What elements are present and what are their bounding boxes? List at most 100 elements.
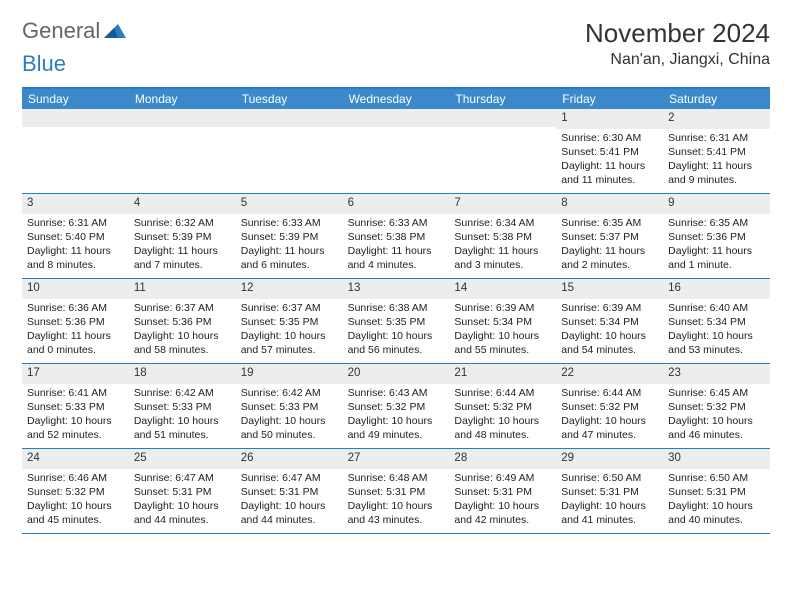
day-number: 17: [22, 364, 129, 384]
day-cell: 5Sunrise: 6:33 AMSunset: 5:39 PMDaylight…: [236, 194, 343, 278]
day-cell: 1Sunrise: 6:30 AMSunset: 5:41 PMDaylight…: [556, 109, 663, 193]
day-cell: 19Sunrise: 6:42 AMSunset: 5:33 PMDayligh…: [236, 364, 343, 448]
daylight-text: Daylight: 11 hours and 8 minutes.: [27, 244, 124, 272]
day-cell: 29Sunrise: 6:50 AMSunset: 5:31 PMDayligh…: [556, 449, 663, 533]
day-details: Sunrise: 6:50 AMSunset: 5:31 PMDaylight:…: [558, 471, 661, 528]
day-details: Sunrise: 6:44 AMSunset: 5:32 PMDaylight:…: [558, 386, 661, 443]
day-details: Sunrise: 6:42 AMSunset: 5:33 PMDaylight:…: [131, 386, 234, 443]
daylight-text: Daylight: 11 hours and 3 minutes.: [454, 244, 551, 272]
day-details: Sunrise: 6:31 AMSunset: 5:40 PMDaylight:…: [24, 216, 127, 273]
day-cell: 7 Sunrise: 6:34 AMSunset: 5:38 PMDaylight…: [449, 194, 556, 278]
logo-text-general: General: [22, 18, 100, 44]
sunset-text: Sunset: 5:41 PM: [668, 145, 765, 159]
sunrise-text: Sunrise: 6:37 AM: [241, 301, 338, 315]
day-details: Sunrise: 6:35 AMSunset: 5:36 PMDaylight:…: [665, 216, 768, 273]
day-cell: [236, 109, 343, 193]
empty-day: [236, 109, 343, 127]
day-details: Sunrise: 6:33 AMSunset: 5:38 PMDaylight:…: [345, 216, 448, 273]
day-number: 20: [343, 364, 450, 384]
sunset-text: Sunset: 5:37 PM: [561, 230, 658, 244]
day-number: 27: [343, 449, 450, 469]
day-cell: 28Sunrise: 6:49 AMSunset: 5:31 PMDayligh…: [449, 449, 556, 533]
month-title: November 2024: [585, 18, 770, 49]
day-cell: [343, 109, 450, 193]
day-cell: 3Sunrise: 6:31 AMSunset: 5:40 PMDaylight…: [22, 194, 129, 278]
day-cell: 22Sunrise: 6:44 AMSunset: 5:32 PMDayligh…: [556, 364, 663, 448]
day-number: 4: [129, 194, 236, 214]
day-number: 24: [22, 449, 129, 469]
sunrise-text: Sunrise: 6:45 AM: [668, 386, 765, 400]
sunrise-text: Sunrise: 6:47 AM: [134, 471, 231, 485]
empty-day: [343, 109, 450, 127]
daylight-text: Daylight: 10 hours and 42 minutes.: [454, 499, 551, 527]
day-cell: 23Sunrise: 6:45 AMSunset: 5:32 PMDayligh…: [663, 364, 770, 448]
empty-day: [22, 109, 129, 127]
daylight-text: Daylight: 10 hours and 44 minutes.: [241, 499, 338, 527]
day-cell: 27Sunrise: 6:48 AMSunset: 5:31 PMDayligh…: [343, 449, 450, 533]
sunrise-text: Sunrise: 6:42 AM: [241, 386, 338, 400]
sunset-text: Sunset: 5:38 PM: [454, 230, 551, 244]
day-cell: 16Sunrise: 6:40 AMSunset: 5:34 PMDayligh…: [663, 279, 770, 363]
sunset-text: Sunset: 5:31 PM: [561, 485, 658, 499]
day-details: Sunrise: 6:45 AMSunset: 5:32 PMDaylight:…: [665, 386, 768, 443]
day-number: 19: [236, 364, 343, 384]
daylight-text: Daylight: 10 hours and 40 minutes.: [668, 499, 765, 527]
day-number: 22: [556, 364, 663, 384]
daylight-text: Daylight: 10 hours and 56 minutes.: [348, 329, 445, 357]
weeks-container: 1Sunrise: 6:30 AMSunset: 5:41 PMDaylight…: [22, 109, 770, 534]
day-details: Sunrise: 6:30 AMSunset: 5:41 PMDaylight:…: [558, 131, 661, 188]
day-details: Sunrise: 6:42 AMSunset: 5:33 PMDaylight:…: [238, 386, 341, 443]
dow-wednesday: Wednesday: [343, 89, 450, 109]
sunrise-text: Sunrise: 6:44 AM: [454, 386, 551, 400]
day-number: 7: [449, 194, 556, 214]
day-number: 1: [556, 109, 663, 129]
dow-sunday: Sunday: [22, 89, 129, 109]
sunset-text: Sunset: 5:35 PM: [348, 315, 445, 329]
daylight-text: Daylight: 11 hours and 4 minutes.: [348, 244, 445, 272]
sunset-text: Sunset: 5:34 PM: [454, 315, 551, 329]
empty-day: [129, 109, 236, 127]
day-details: Sunrise: 6:44 AMSunset: 5:32 PMDaylight:…: [451, 386, 554, 443]
sunset-text: Sunset: 5:32 PM: [27, 485, 124, 499]
sunset-text: Sunset: 5:32 PM: [561, 400, 658, 414]
daylight-text: Daylight: 10 hours and 43 minutes.: [348, 499, 445, 527]
daylight-text: Daylight: 11 hours and 11 minutes.: [561, 159, 658, 187]
day-cell: 20Sunrise: 6:43 AMSunset: 5:32 PMDayligh…: [343, 364, 450, 448]
day-number: 28: [449, 449, 556, 469]
sunrise-text: Sunrise: 6:42 AM: [134, 386, 231, 400]
day-number: 25: [129, 449, 236, 469]
sunset-text: Sunset: 5:31 PM: [348, 485, 445, 499]
sunrise-text: Sunrise: 6:38 AM: [348, 301, 445, 315]
sunset-text: Sunset: 5:31 PM: [134, 485, 231, 499]
sunrise-text: Sunrise: 6:32 AM: [134, 216, 231, 230]
sunset-text: Sunset: 5:34 PM: [561, 315, 658, 329]
sunrise-text: Sunrise: 6:34 AM: [454, 216, 551, 230]
sunrise-text: Sunrise: 6:47 AM: [241, 471, 338, 485]
day-details: Sunrise: 6:37 AMSunset: 5:35 PMDaylight:…: [238, 301, 341, 358]
day-number: 30: [663, 449, 770, 469]
daylight-text: Daylight: 10 hours and 53 minutes.: [668, 329, 765, 357]
sunset-text: Sunset: 5:33 PM: [27, 400, 124, 414]
daylight-text: Daylight: 11 hours and 7 minutes.: [134, 244, 231, 272]
sunrise-text: Sunrise: 6:33 AM: [348, 216, 445, 230]
sunrise-text: Sunrise: 6:44 AM: [561, 386, 658, 400]
day-cell: 15Sunrise: 6:39 AMSunset: 5:34 PMDayligh…: [556, 279, 663, 363]
sunrise-text: Sunrise: 6:49 AM: [454, 471, 551, 485]
day-details: Sunrise: 6:43 AMSunset: 5:32 PMDaylight:…: [345, 386, 448, 443]
day-number: 18: [129, 364, 236, 384]
day-cell: 4Sunrise: 6:32 AMSunset: 5:39 PMDaylight…: [129, 194, 236, 278]
day-number: 10: [22, 279, 129, 299]
day-number: 9: [663, 194, 770, 214]
logo: General: [22, 18, 128, 44]
day-details: Sunrise: 6:47 AMSunset: 5:31 PMDaylight:…: [238, 471, 341, 528]
sunrise-text: Sunrise: 6:39 AM: [454, 301, 551, 315]
day-number: 14: [449, 279, 556, 299]
daylight-text: Daylight: 10 hours and 41 minutes.: [561, 499, 658, 527]
day-cell: [129, 109, 236, 193]
title-block: November 2024 Nan'an, Jiangxi, China: [585, 18, 770, 69]
dow-thursday: Thursday: [449, 89, 556, 109]
empty-day: [449, 109, 556, 127]
sunrise-text: Sunrise: 6:35 AM: [668, 216, 765, 230]
daylight-text: Daylight: 10 hours and 51 minutes.: [134, 414, 231, 442]
day-details: Sunrise: 6:46 AMSunset: 5:32 PMDaylight:…: [24, 471, 127, 528]
